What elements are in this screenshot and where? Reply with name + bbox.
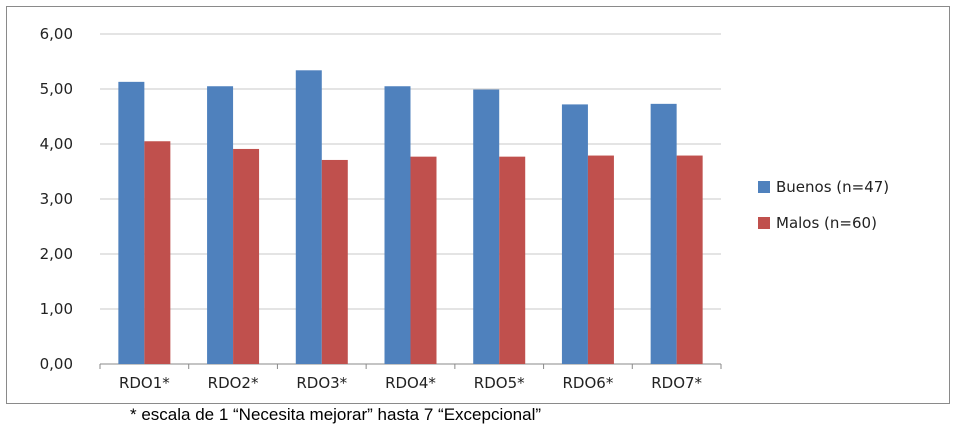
x-tick-label: RDO1* [119,374,170,392]
bar-buenos [384,86,411,364]
y-tick-label: 6,00 [40,25,73,43]
legend-swatch [758,181,770,193]
bar-chart: 0,00 1,00 2,00 3,00 4,00 5,00 6,00 RDO1* RDO2* RD… [40,25,890,392]
bar-buenos [207,86,234,364]
legend-label: Malos (n=60) [776,214,877,232]
bar-malos [144,141,171,364]
x-tick-label: RDO3* [296,374,347,392]
bar-malos [321,159,348,364]
bar-malos [233,148,260,364]
legend-swatch [758,217,770,229]
bar-malos [587,155,614,364]
bar-malos [410,156,437,364]
x-tick-label: RDO6* [563,374,614,392]
bar-buenos [118,81,145,364]
x-tick-label: RDO4* [385,374,436,392]
y-tick-label: 1,00 [40,300,73,318]
bar-buenos [473,89,500,365]
footnote: * escala de 1 “Necesita mejorar” hasta 7… [130,405,542,424]
y-tick-label: 3,00 [40,190,73,208]
x-tick-label: RDO5* [474,374,525,392]
y-tick-label: 0,00 [40,355,73,373]
bar-buenos [561,104,588,365]
y-tick-label: 2,00 [40,245,73,263]
bar-malos [676,155,703,364]
bar-buenos [295,70,322,365]
x-tick-label: RDO2* [208,374,259,392]
x-tick-label: RDO7* [651,374,702,392]
y-tick-label: 5,00 [40,80,73,98]
legend-label: Buenos (n=47) [776,178,889,196]
y-tick-label: 4,00 [40,135,73,153]
bar-buenos [650,103,677,364]
bar-malos [499,156,526,364]
